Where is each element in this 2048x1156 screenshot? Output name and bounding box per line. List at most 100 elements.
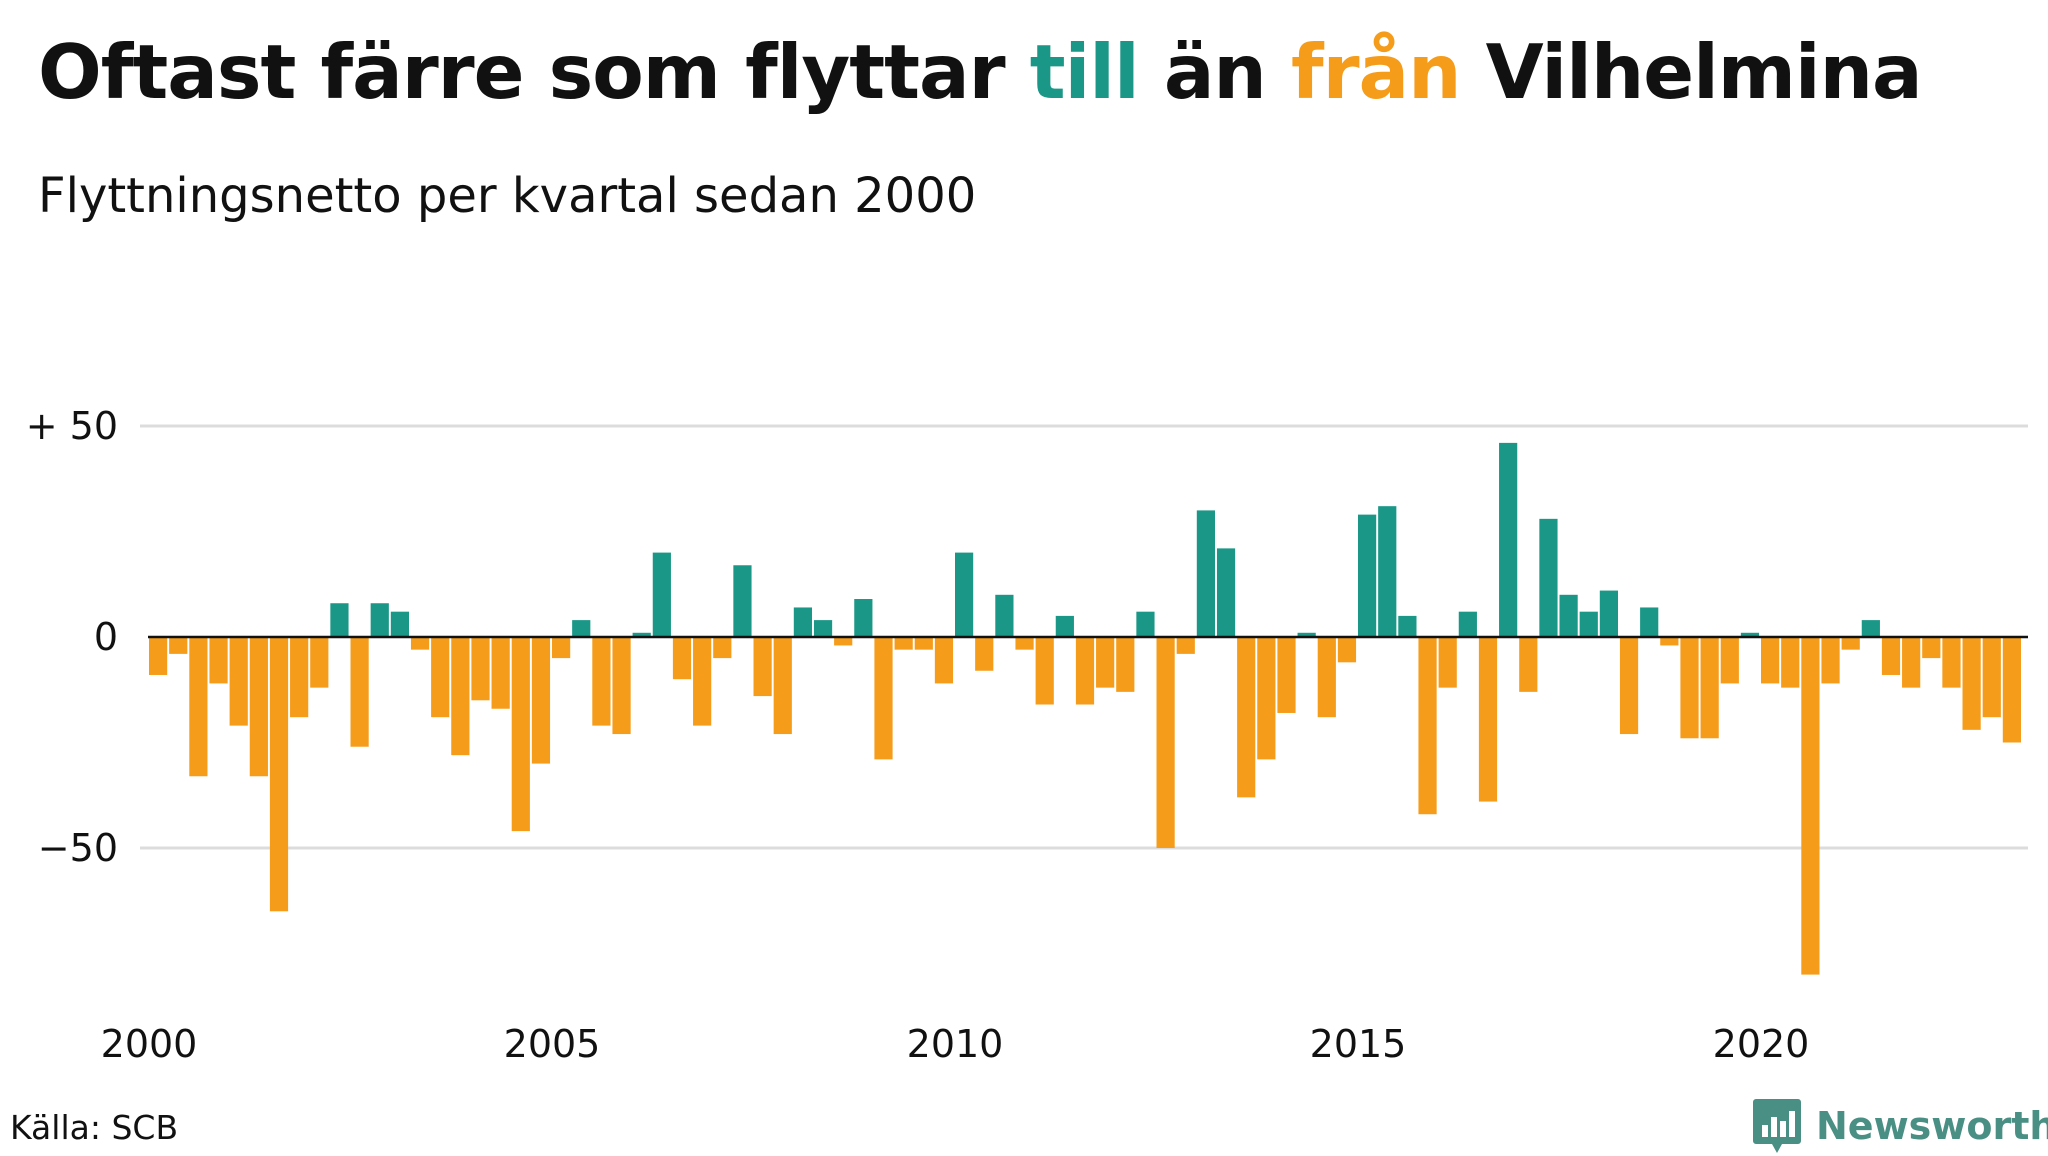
bar	[390, 611, 409, 637]
bar	[410, 637, 430, 650]
bar	[2002, 637, 2021, 743]
bar	[733, 565, 752, 637]
bar	[1297, 632, 1316, 637]
bar	[1176, 637, 1195, 654]
title-part-1: Oftast färre som flyttar	[38, 28, 1030, 116]
bar	[1720, 637, 1739, 684]
bar	[1015, 637, 1034, 650]
bar	[491, 637, 510, 709]
bar	[1821, 637, 1840, 684]
bar	[995, 594, 1014, 637]
bar	[1075, 637, 1095, 705]
bar	[1519, 637, 1538, 692]
bar	[269, 637, 289, 912]
bar	[1680, 637, 1699, 739]
bar	[834, 637, 853, 646]
bar	[652, 552, 671, 637]
bar	[1116, 637, 1135, 692]
bar-chart: + 50 0 −50 2000 2005 2010 2015 2020	[26, 404, 2028, 1066]
bar	[1277, 637, 1296, 713]
axes: + 50 0 −50 2000 2005 2010 2015 2020	[26, 404, 2028, 1066]
bar	[1257, 637, 1276, 760]
bar	[572, 620, 591, 637]
bar	[1337, 637, 1357, 663]
bar	[1035, 637, 1054, 705]
bar	[1640, 607, 1659, 637]
bar	[813, 620, 833, 637]
source-note: Källa: SCB	[10, 1108, 179, 1147]
bar	[1962, 637, 1981, 730]
bar	[1740, 632, 1760, 637]
bar	[1438, 637, 1457, 688]
bar	[1499, 442, 1518, 637]
bar	[1136, 611, 1155, 637]
x-tick-label: 2020	[1713, 1022, 1810, 1066]
bar	[209, 637, 228, 684]
bar-chart-badge-icon	[1753, 1099, 1801, 1153]
bar	[934, 637, 954, 684]
bar	[672, 637, 692, 680]
bar	[1559, 594, 1578, 637]
bar	[1982, 637, 2001, 718]
bar	[753, 637, 772, 697]
x-tick-label: 2015	[1310, 1022, 1407, 1066]
x-tick-label: 2000	[101, 1022, 198, 1066]
title-part-2: än	[1138, 28, 1291, 116]
bar	[1700, 637, 1719, 739]
bar	[1660, 637, 1679, 646]
bar	[471, 637, 490, 701]
bar	[914, 637, 933, 650]
title-word-fran: från	[1290, 28, 1462, 116]
bar	[975, 637, 994, 671]
bar	[531, 637, 551, 764]
bar	[592, 637, 611, 726]
bar	[612, 637, 631, 735]
bar	[1942, 637, 1961, 688]
bar	[1156, 637, 1175, 848]
newsworthy-logo: Newsworthy	[1752, 1096, 2048, 1156]
chart-subtitle: Flyttningsnetto per kvartal sedan 2000	[38, 168, 977, 224]
x-tick-label: 2010	[907, 1022, 1004, 1066]
bar	[149, 637, 168, 675]
bar	[330, 603, 349, 637]
bar	[229, 637, 248, 726]
bar	[189, 637, 208, 777]
bar	[1478, 637, 1498, 802]
bar	[773, 637, 792, 735]
bar	[431, 637, 450, 718]
title-word-till: till	[1029, 28, 1140, 116]
y-tick-label: + 50	[26, 404, 118, 448]
bar	[1539, 518, 1558, 637]
bar	[1418, 637, 1437, 815]
bar	[894, 637, 913, 650]
bar	[1861, 620, 1880, 637]
chart-title: Oftast färre som flyttar till än från Vi…	[38, 22, 1923, 122]
bar	[955, 552, 974, 637]
bar	[1378, 506, 1397, 637]
bar	[249, 637, 268, 777]
bar	[693, 637, 712, 726]
bar	[1881, 637, 1901, 675]
bar	[290, 637, 309, 718]
bar	[1317, 637, 1336, 718]
bar	[1358, 514, 1377, 637]
bar	[370, 603, 389, 637]
bar	[1398, 615, 1417, 637]
bar	[169, 637, 188, 654]
bars	[149, 442, 2021, 975]
bar	[1781, 637, 1800, 688]
bar	[511, 637, 530, 832]
bar	[713, 637, 732, 659]
logo-text: Newsworthy	[1816, 1104, 2048, 1148]
bar	[854, 599, 873, 637]
bar	[1196, 510, 1215, 637]
bar	[1801, 637, 1820, 975]
bar	[1096, 637, 1115, 688]
bar	[1055, 615, 1074, 637]
bar	[1599, 590, 1618, 637]
bar	[793, 607, 812, 637]
bar	[1579, 611, 1598, 637]
bar	[1237, 637, 1256, 798]
bar	[1761, 637, 1780, 684]
bar	[1902, 637, 1921, 688]
